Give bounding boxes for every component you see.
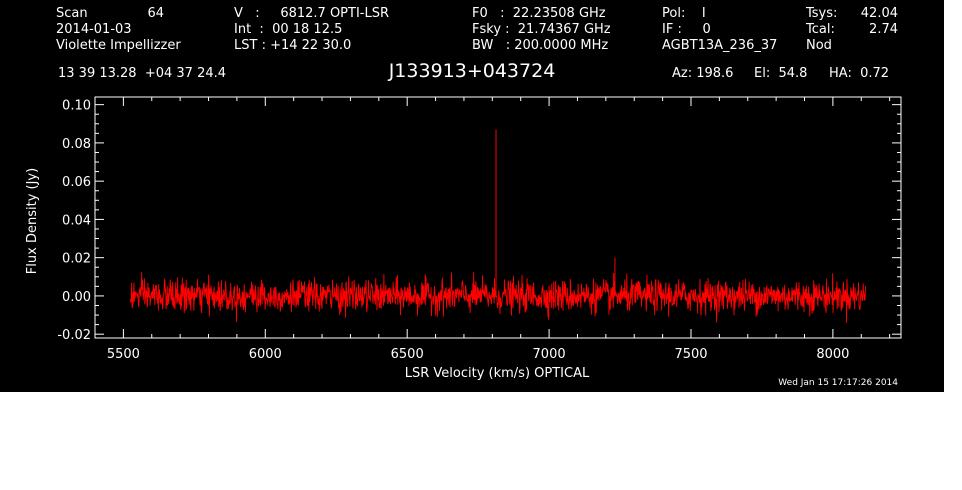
polarization-readout: Pol: I (662, 6, 706, 21)
velocity-readout: V : 6812.7 OPTI-LSR (234, 6, 390, 21)
y-tick-label: -0.02 (57, 328, 91, 343)
scan-value: 64 (147, 6, 164, 21)
source-name: J133913+043724 (388, 60, 556, 82)
y-tick-label: 0.00 (62, 290, 91, 305)
tsys-label: Tsys: (806, 6, 838, 21)
rest-frequency-readout: F0 : 22.23508 GHz (472, 6, 606, 21)
x-axis-label: LSR Velocity (km/s) OPTICAL (405, 366, 590, 381)
y-tick-label: 0.06 (62, 175, 91, 190)
plot-timestamp: Wed Jan 15 17:17:26 2014 (778, 378, 898, 388)
lst-readout: LST : +14 22 30.0 (234, 38, 352, 53)
tcal-label: Tcal: (806, 22, 835, 37)
plot-frame (94, 96, 902, 339)
y-axis-label: Flux Density (Jy) (25, 168, 40, 274)
tcal-value: 2.74 (869, 22, 898, 37)
sky-frequency-readout: Fsky : 21.74367 GHz (472, 22, 611, 37)
y-tick-label: 0.02 (62, 252, 91, 267)
project-id: AGBT13A_236_37 (662, 38, 778, 53)
elevation-readout: El: 54.8 (754, 66, 808, 81)
plot-panel: Scan 64 2014-01-03 Violette Impellizzer … (0, 0, 944, 392)
x-tick-label: 7000 (533, 347, 566, 362)
x-tick-label: 6500 (391, 347, 424, 362)
y-tick-label: 0.08 (62, 137, 91, 152)
integration-readout: Int : 00 18 12.5 (234, 22, 343, 37)
y-tick-label: 0.10 (62, 99, 91, 114)
observer-name: Violette Impellizzer (56, 38, 181, 53)
y-tick-label: 0.04 (62, 213, 91, 228)
azimuth-readout: Az: 198.6 (672, 66, 734, 81)
scan-label: Scan (56, 6, 88, 21)
spectrum-trace (130, 271, 866, 323)
tsys-value: 42.04 (860, 6, 898, 21)
procedure-name: Nod (806, 38, 832, 53)
x-tick-label: 6000 (249, 347, 282, 362)
spectrum-chart: 5500 6000 6500 7000 7500 8000 -0.02 0.00 0.02 0.0… (25, 96, 902, 381)
bandwidth-readout: BW : 200.0000 MHz (472, 38, 609, 53)
hour-angle-readout: HA: 0.72 (829, 66, 890, 81)
x-tick-label: 8000 (816, 347, 849, 362)
if-readout: IF : 0 (662, 22, 711, 37)
x-tick-label: 7500 (674, 347, 707, 362)
source-coordinates: 13 39 13.28 +04 37 24.4 (58, 66, 227, 81)
x-tick-label: 5500 (107, 347, 140, 362)
observation-date: 2014-01-03 (56, 22, 132, 37)
